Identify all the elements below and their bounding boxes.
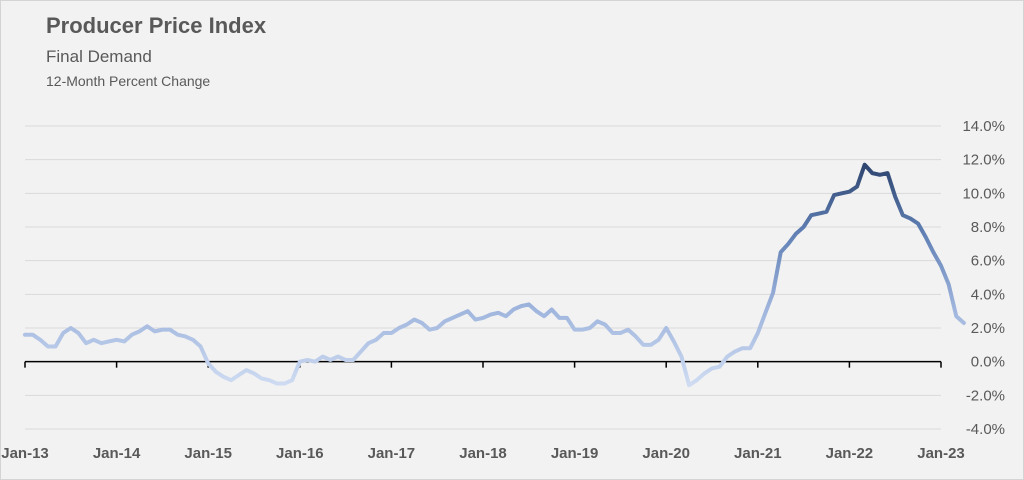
x-tick-label: Jan-22: [826, 445, 874, 462]
y-tick-label: 0.0%: [971, 354, 1005, 371]
y-tick-label: 8.0%: [971, 219, 1005, 236]
series-line: [23, 162, 966, 388]
x-tick-label: Jan-18: [459, 445, 507, 462]
x-tick-label: Jan-19: [551, 445, 599, 462]
y-tick-label: 2.0%: [971, 320, 1005, 337]
y-tick-label: 14.0%: [962, 118, 1005, 135]
chart-title: Producer Price Index: [46, 13, 267, 38]
x-tick-label: Jan-16: [276, 445, 324, 462]
y-tick-label: -4.0%: [966, 421, 1005, 438]
chart-unit-label: 12-Month Percent Change: [46, 73, 211, 89]
x-tick-label: Jan-13: [1, 445, 49, 462]
y-tick-label: 12.0%: [962, 152, 1005, 169]
y-tick-label: -2.0%: [966, 387, 1005, 404]
x-tick-label: Jan-15: [184, 445, 232, 462]
y-tick-label: 4.0%: [971, 286, 1005, 303]
y-tick-label: 10.0%: [962, 185, 1005, 202]
y-tick-label: 6.0%: [971, 253, 1005, 270]
chart-subtitle: Final Demand: [46, 47, 152, 66]
x-tick-label: Jan-20: [642, 445, 690, 462]
x-tick-label: Jan-17: [368, 445, 416, 462]
x-tick-label: Jan-23: [917, 445, 965, 462]
x-tick-label: Jan-14: [93, 445, 141, 462]
x-tick-label: Jan-21: [734, 445, 782, 462]
